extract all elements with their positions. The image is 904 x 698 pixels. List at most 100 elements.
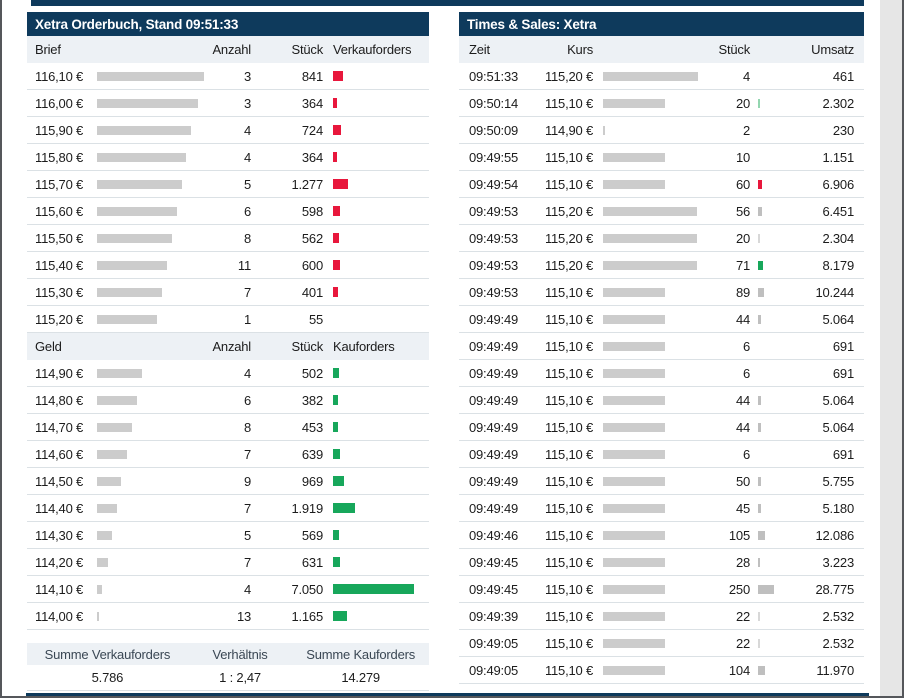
ask-volume-bar-area	[323, 233, 421, 243]
buy-volume-bar	[333, 503, 355, 513]
col-anzahl: Anzahl	[212, 339, 251, 354]
trade-row[interactable]: 09:49:49 115,10 € 50 5.755	[459, 468, 864, 495]
trade-row[interactable]: 09:49:54 115,10 € 60 6.906	[459, 171, 864, 198]
trade-row[interactable]: 09:49:55 115,10 € 10 1.151	[459, 144, 864, 171]
trade-row[interactable]: 09:49:05 115,10 € 104 11.970	[459, 657, 864, 684]
trade-row[interactable]: 09:49:45 115,10 € 28 3.223	[459, 549, 864, 576]
ask-row[interactable]: 115,50 € 8 562	[27, 225, 429, 252]
trade-row[interactable]: 09:50:14 115,10 € 20 2.302	[459, 90, 864, 117]
ask-row[interactable]: 115,60 € 6 598	[27, 198, 429, 225]
trade-row[interactable]: 09:49:49 115,10 € 44 5.064	[459, 387, 864, 414]
bid-row[interactable]: 114,60 € 7 639	[27, 441, 429, 468]
trade-row[interactable]: 09:50:09 114,90 € 2 230	[459, 117, 864, 144]
trade-turnover: 3.223	[822, 554, 854, 570]
trade-time: 09:49:49	[469, 446, 519, 462]
trade-row[interactable]: 09:49:53 115,10 € 89 10.244	[459, 279, 864, 306]
ask-row[interactable]: 115,40 € 11 600	[27, 252, 429, 279]
trade-row[interactable]: 09:49:49 115,10 € 6 691	[459, 441, 864, 468]
volume-tick-area	[750, 422, 776, 432]
scrollbar-track	[880, 0, 902, 696]
trade-row[interactable]: 09:49:53 115,20 € 56 6.451	[459, 198, 864, 225]
redacted-bar-area	[97, 530, 205, 540]
summary-buy-value: 14.279	[341, 670, 380, 685]
trade-time: 09:49:53	[469, 284, 519, 300]
bid-row[interactable]: 114,80 € 6 382	[27, 387, 429, 414]
ask-row[interactable]: 116,00 € 3 364	[27, 90, 429, 117]
ask-row[interactable]: 115,20 € 1 55	[27, 306, 429, 333]
trade-volume: 56	[735, 203, 750, 219]
redacted-bar	[97, 179, 182, 189]
redacted-bar	[603, 98, 665, 108]
volume-tick-area	[750, 638, 776, 648]
buy-volume-bar	[333, 530, 339, 540]
trade-time: 09:49:49	[469, 392, 519, 408]
redacted-bar	[603, 233, 697, 243]
redacted-bar-area	[97, 71, 205, 81]
redacted-bar-area	[593, 530, 700, 540]
bid-row[interactable]: 114,00 € 13 1.165	[27, 603, 429, 630]
trade-volume: 105	[728, 527, 750, 543]
volume-tick	[758, 476, 761, 486]
bid-row[interactable]: 114,10 € 4 7.050	[27, 576, 429, 603]
trade-volume: 22	[735, 608, 750, 624]
trade-volume: 20	[735, 230, 750, 246]
trade-row[interactable]: 09:49:49 115,10 € 44 5.064	[459, 414, 864, 441]
trade-row[interactable]: 09:49:49 115,10 € 6 691	[459, 333, 864, 360]
trade-row[interactable]: 09:49:39 115,10 € 22 2.532	[459, 603, 864, 630]
redacted-bar-area	[593, 422, 700, 432]
trade-price: 115,10 €	[544, 419, 593, 435]
trade-row[interactable]: 09:49:53 115,20 € 71 8.179	[459, 252, 864, 279]
summary-ratio-label: Verhältnis	[212, 646, 268, 662]
price-level: 115,20 €	[35, 311, 84, 327]
trade-row[interactable]: 09:49:53 115,20 € 20 2.304	[459, 225, 864, 252]
trade-row[interactable]: 09:49:49 115,10 € 45 5.180	[459, 495, 864, 522]
trade-row[interactable]: 09:49:49 115,10 € 6 691	[459, 360, 864, 387]
volume-tick-area	[750, 98, 776, 108]
bid-volume-bar-area	[323, 530, 421, 540]
bid-row[interactable]: 114,30 € 5 569	[27, 522, 429, 549]
redacted-bar	[97, 422, 132, 432]
redacted-bar	[603, 530, 665, 540]
trade-row[interactable]: 09:49:05 115,10 € 22 2.532	[459, 630, 864, 657]
bid-row[interactable]: 114,90 € 4 502	[27, 360, 429, 387]
share-count: 7.050	[291, 581, 323, 597]
bid-row[interactable]: 114,20 € 7 631	[27, 549, 429, 576]
bid-row[interactable]: 114,40 € 7 1.919	[27, 495, 429, 522]
redacted-bar-area	[97, 611, 205, 621]
ask-row[interactable]: 116,10 € 3 841	[27, 63, 429, 90]
ask-row[interactable]: 115,90 € 4 724	[27, 117, 429, 144]
trade-row[interactable]: 09:51:33 115,20 € 4 461	[459, 63, 864, 90]
bid-row[interactable]: 114,70 € 8 453	[27, 414, 429, 441]
trade-price: 115,20 €	[544, 230, 593, 246]
price-level: 114,80 €	[35, 392, 84, 408]
redacted-bar-area	[97, 287, 205, 297]
redacted-bar-area	[593, 233, 700, 243]
trade-volume: 44	[735, 419, 750, 435]
redacted-bar-area	[97, 476, 205, 486]
trade-row[interactable]: 09:49:46 115,10 € 105 12.086	[459, 522, 864, 549]
ask-row[interactable]: 115,30 € 7 401	[27, 279, 429, 306]
bid-row[interactable]: 114,50 € 9 969	[27, 468, 429, 495]
ask-row[interactable]: 115,80 € 4 364	[27, 144, 429, 171]
price-level: 114,00 €	[35, 608, 84, 624]
trade-time: 09:49:39	[469, 608, 519, 624]
ask-row[interactable]: 115,70 € 5 1.277	[27, 171, 429, 198]
redacted-bar	[603, 422, 665, 432]
price-level: 114,90 €	[35, 365, 84, 381]
share-count: 364	[301, 149, 323, 165]
volume-tick	[758, 503, 761, 513]
redacted-bar	[603, 287, 665, 297]
trade-time: 09:50:14	[469, 95, 519, 111]
trade-row[interactable]: 09:49:49 115,10 € 44 5.064	[459, 306, 864, 333]
buy-volume-bar	[333, 422, 338, 432]
share-count: 639	[301, 446, 323, 462]
trade-row[interactable]: 09:49:45 115,10 € 250 28.775	[459, 576, 864, 603]
redacted-bar	[603, 476, 665, 486]
bid-volume-bar-area	[323, 395, 421, 405]
sell-volume-bar	[333, 179, 348, 189]
buy-volume-bar	[333, 584, 414, 594]
share-count: 453	[301, 419, 323, 435]
redacted-bar-area	[593, 665, 700, 675]
redacted-bar-area	[593, 260, 700, 270]
ask-column-header: Brief Anzahl Stück Verkauforders	[27, 36, 429, 63]
